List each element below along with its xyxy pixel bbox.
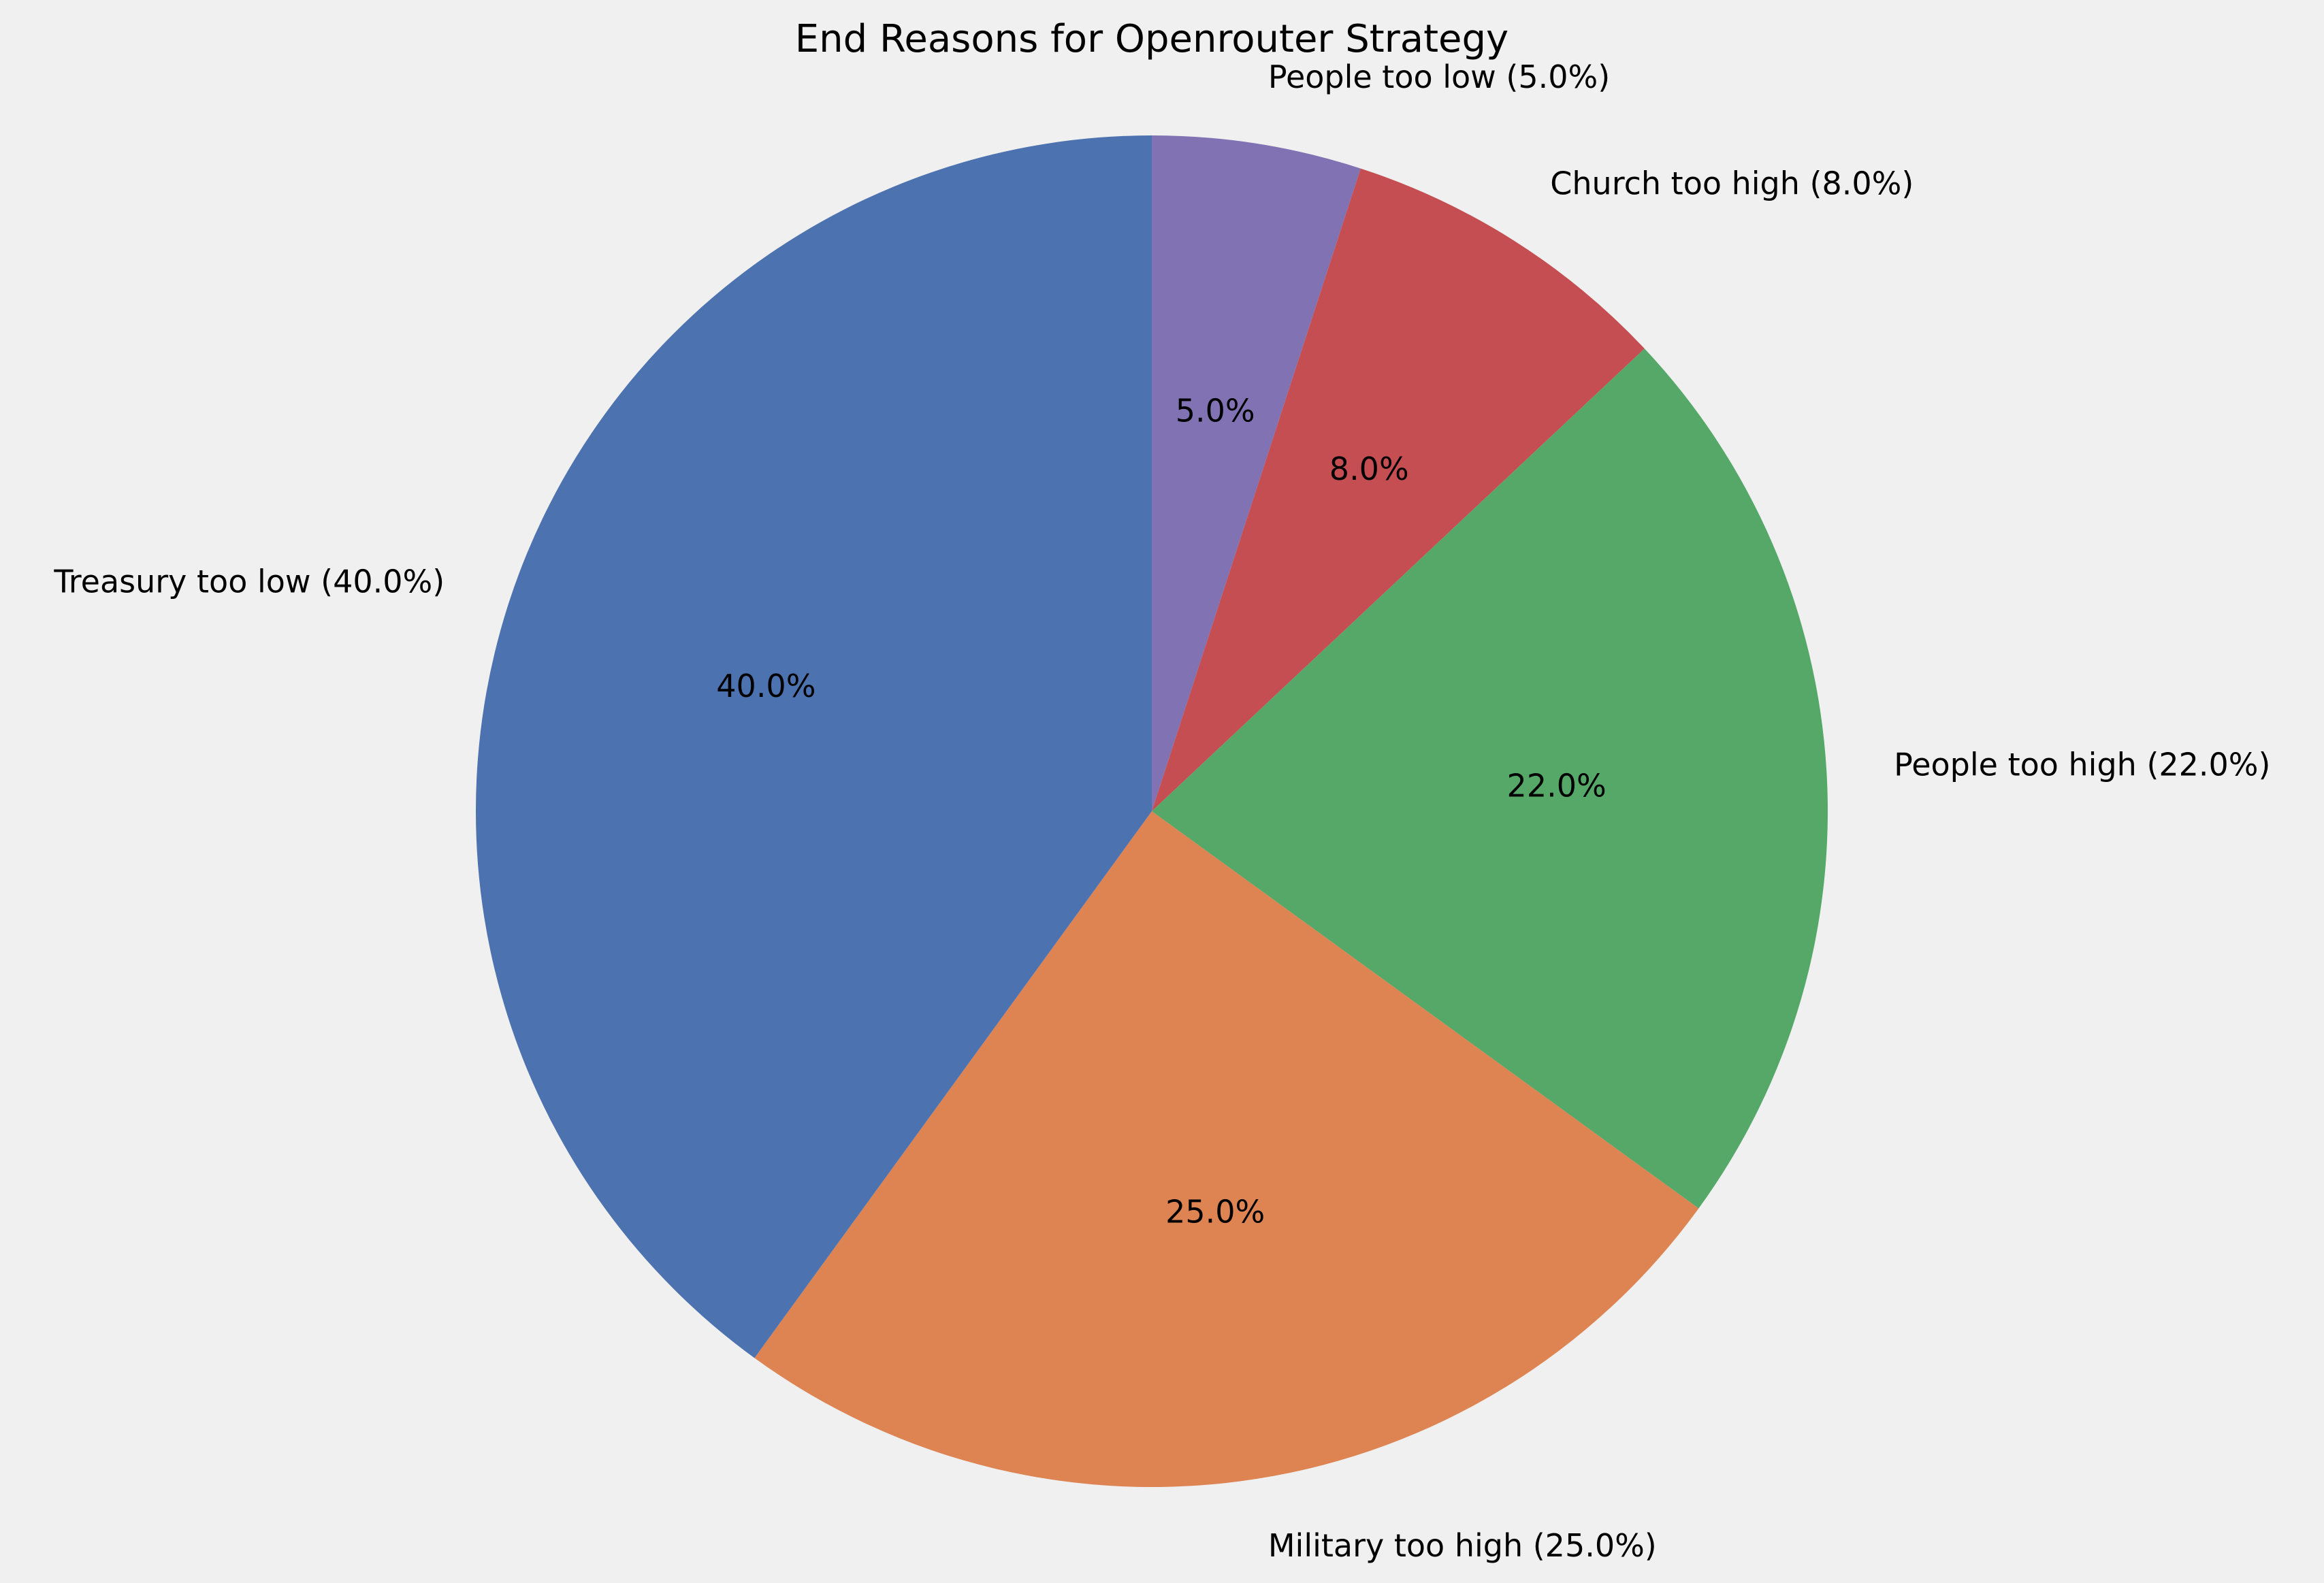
slice-category-label: Church too high (8.0%) xyxy=(1550,165,1914,202)
chart-title: End Reasons for Openrouter Strategy xyxy=(795,17,1508,61)
slice-percentage-label: 40.0% xyxy=(716,668,816,704)
slice-category-label: People too low (5.0%) xyxy=(1268,59,1610,95)
pie-slice xyxy=(1152,135,1361,811)
slice-category-label: People too high (22.0%) xyxy=(1894,746,2270,783)
pie-slice xyxy=(476,135,1152,1358)
pie-slice xyxy=(754,811,1699,1487)
slice-percentage-label: 8.0% xyxy=(1329,451,1409,487)
slice-percentage-label: 25.0% xyxy=(1165,1193,1265,1230)
percentage-labels: 5.0% 8.0% 22.0% 25.0% 40.0% xyxy=(716,393,1606,1230)
pie-slice xyxy=(1152,348,1828,1209)
slice-category-label: Treasury too low (40.0%) xyxy=(53,563,445,600)
slice-labels: People too low (5.0%) Church too high (8.… xyxy=(53,59,2270,1564)
slice-percentage-label: 22.0% xyxy=(1507,768,1607,804)
slice-percentage-label: 5.0% xyxy=(1176,393,1255,429)
pie-slice xyxy=(1152,168,1645,811)
slice-category-label: Military too high (25.0%) xyxy=(1268,1527,1657,1564)
pie-slices xyxy=(476,135,1828,1487)
